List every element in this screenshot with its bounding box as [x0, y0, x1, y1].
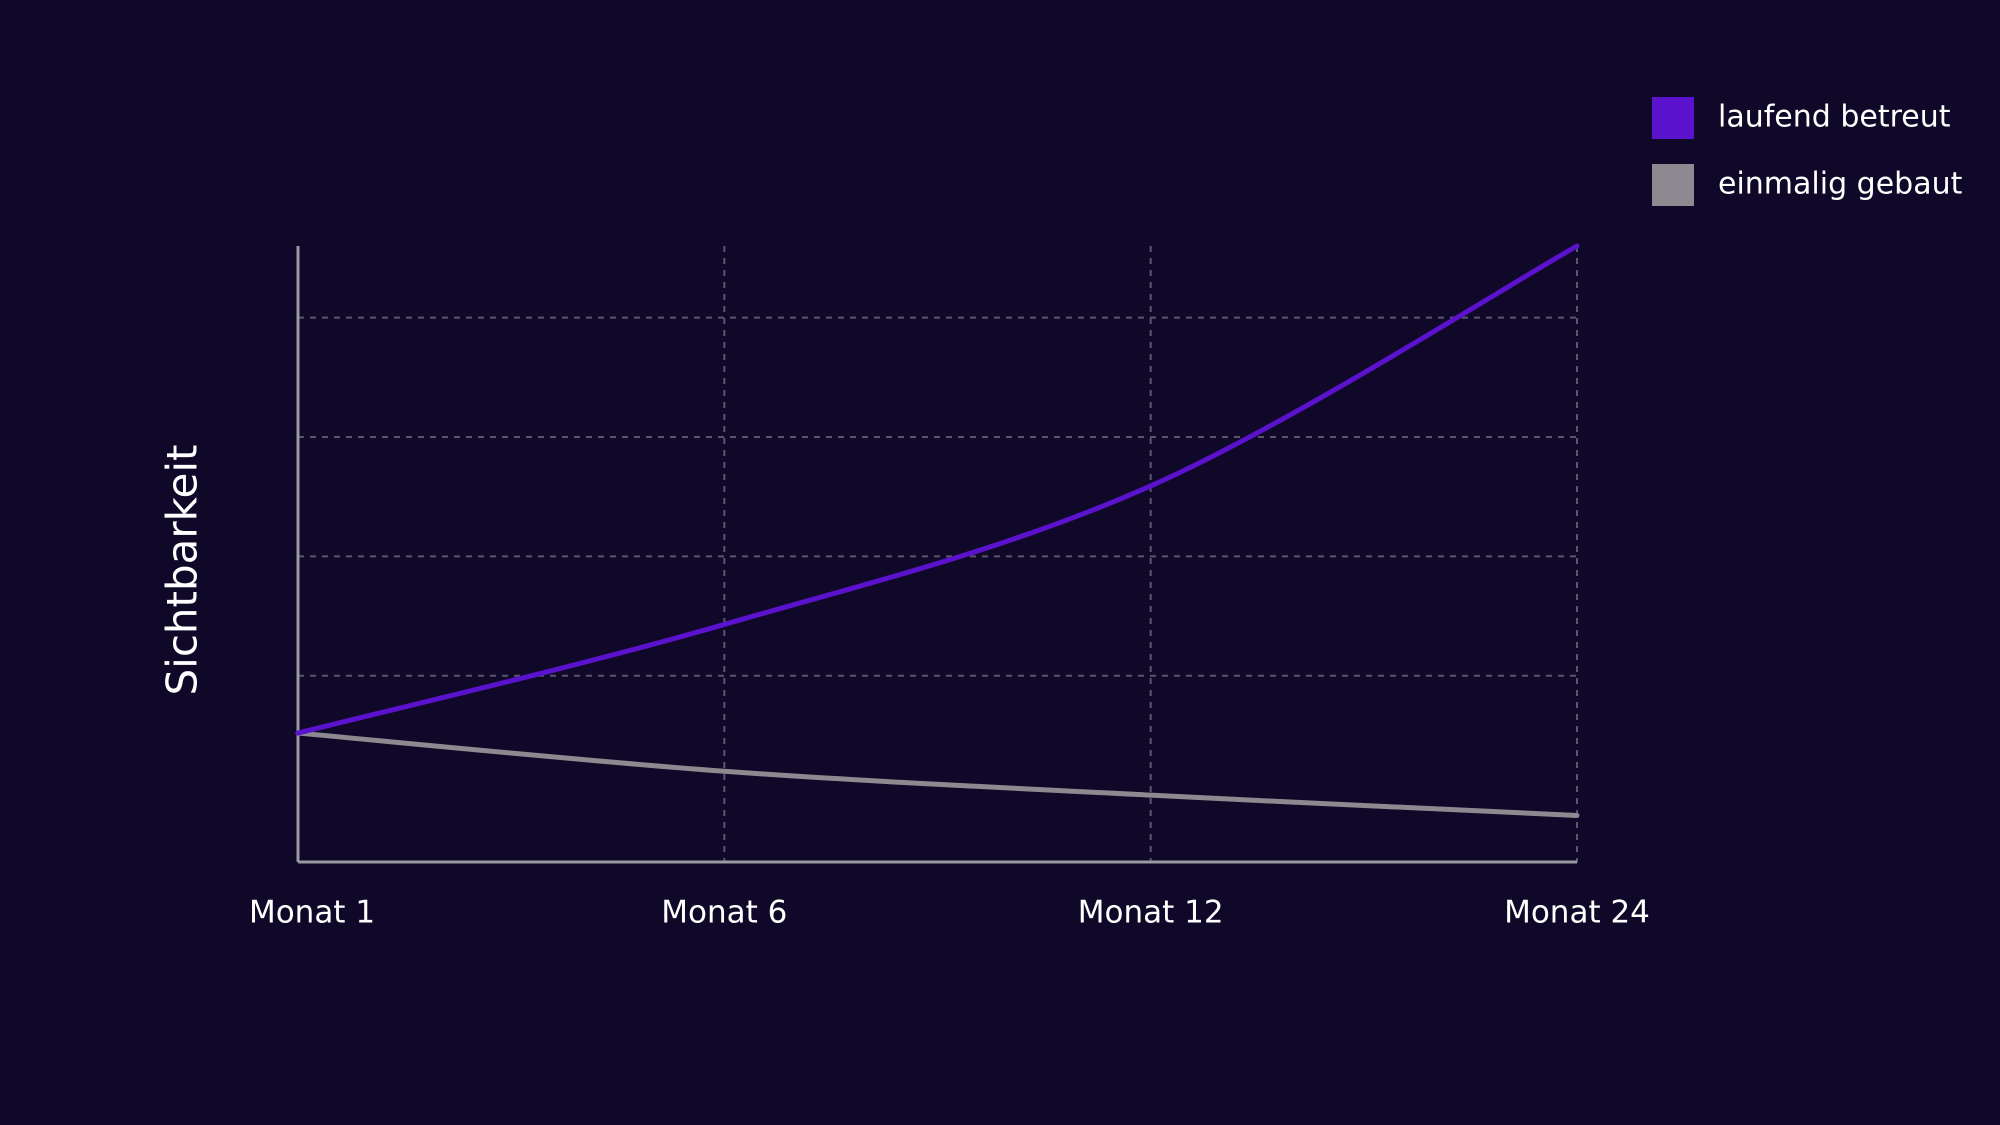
x-tick-label: Monat 12: [1078, 895, 1224, 931]
x-tick-label: Monat 1: [249, 895, 375, 931]
line: [295, 243, 1580, 736]
x-tick-label: Monat 24: [1504, 895, 1650, 931]
legend-label: laufend betreut: [1718, 100, 1951, 135]
y-axis-label: Sichtbarkeit: [158, 445, 207, 696]
legend-swatch: [1652, 97, 1694, 139]
legend-label: einmalig gebaut: [1718, 167, 1963, 202]
legend-swatch: [1652, 164, 1694, 206]
line: [295, 730, 1580, 818]
x-tick-label: Monat 6: [661, 895, 787, 931]
